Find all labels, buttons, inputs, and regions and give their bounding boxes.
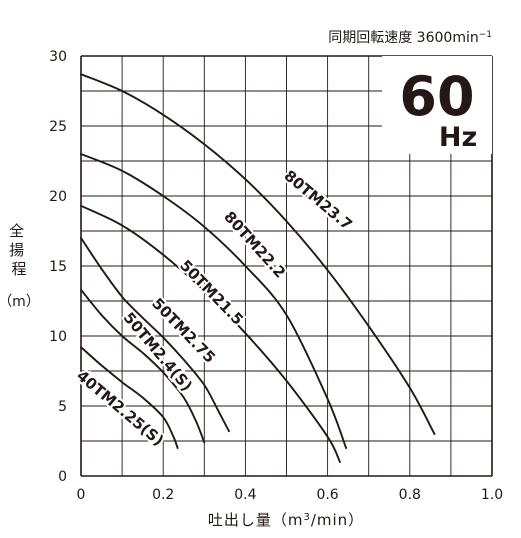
speed-note: 同期回転速度 3600min−1 <box>328 30 492 46</box>
performance-curves <box>80 73 436 463</box>
y-tick-label: 10 <box>49 329 67 345</box>
curve-line <box>80 237 230 433</box>
frequency-unit: Hz <box>439 122 477 153</box>
frequency-value: 60 <box>399 65 474 128</box>
x-axis-title: 吐出し量（m3/min） <box>208 511 364 529</box>
curve-line <box>80 73 436 435</box>
y-tick-label: 30 <box>49 49 67 65</box>
axis-ticks: 0 0.2 0.4 0.6 0.8 1.0 0 5 10 15 20 25 30 <box>49 49 503 503</box>
curve-line <box>80 288 206 444</box>
y-tick-label: 0 <box>58 469 67 485</box>
curve-line <box>80 153 348 449</box>
x-tick-label: 1.0 <box>481 487 503 503</box>
x-tick-label: 0.4 <box>234 487 256 503</box>
y-axis-title: 全 揚 程 <box>9 222 29 278</box>
curve-line <box>80 346 179 449</box>
x-tick-label: 0.6 <box>316 487 338 503</box>
y-tick-label: 5 <box>58 399 67 415</box>
y-tick-label: 25 <box>49 119 67 135</box>
y-axis-unit: （m） <box>0 294 40 310</box>
y-tick-label: 15 <box>49 259 67 275</box>
x-tick-label: 0.8 <box>399 487 421 503</box>
frequency-badge <box>382 56 492 154</box>
x-tick-label: 0 <box>77 487 86 503</box>
curve-line <box>80 204 341 463</box>
x-tick-label: 0.2 <box>152 487 174 503</box>
y-tick-label: 20 <box>49 189 67 205</box>
